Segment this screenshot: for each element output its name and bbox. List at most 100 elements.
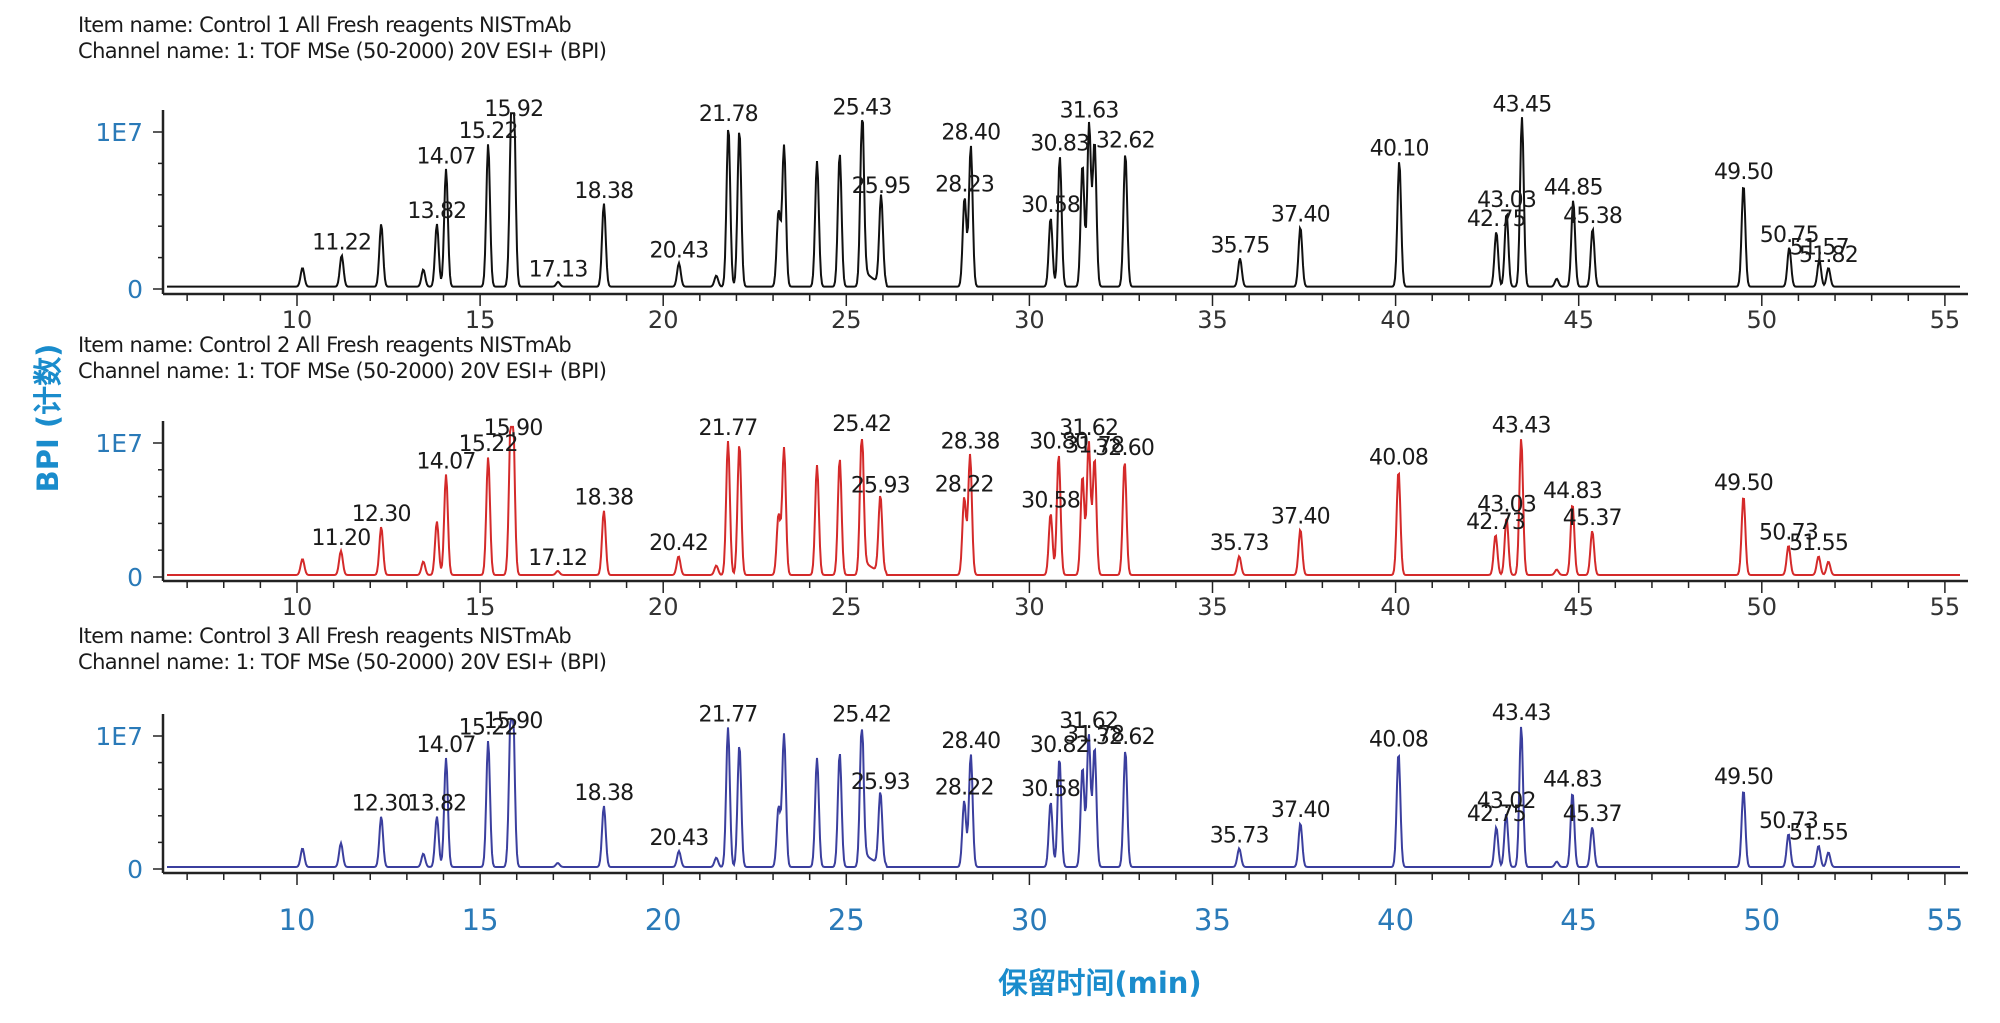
peak-label: 17.12 bbox=[528, 546, 587, 571]
peak-label: 31.62 bbox=[1059, 709, 1118, 734]
x-tick-label: 35 bbox=[1197, 593, 1228, 621]
peak-label: 44.83 bbox=[1543, 768, 1602, 793]
x-tick-label: 50 bbox=[1743, 903, 1780, 937]
peak-label: 43.43 bbox=[1492, 413, 1551, 438]
x-tick-label: 40 bbox=[1380, 593, 1411, 621]
peak-label: 45.38 bbox=[1563, 204, 1622, 229]
x-tick-label: 55 bbox=[1930, 306, 1961, 334]
peak-label: 31.78 bbox=[1065, 722, 1124, 747]
peak-label: 40.08 bbox=[1369, 445, 1428, 470]
peak-label: 49.50 bbox=[1714, 160, 1773, 185]
peak-label: 43.45 bbox=[1492, 92, 1551, 117]
peak-label: 51.82 bbox=[1799, 243, 1858, 268]
x-tick-label: 20 bbox=[645, 903, 682, 937]
x-tick-label: 50 bbox=[1747, 306, 1778, 334]
x-tick-label: 15 bbox=[465, 593, 496, 621]
peak-label: 11.20 bbox=[311, 526, 370, 551]
peak-label: 28.22 bbox=[935, 472, 994, 497]
peak-label: 25.43 bbox=[833, 96, 892, 121]
peak-label: 30.83 bbox=[1030, 132, 1089, 157]
peak-label: 49.50 bbox=[1714, 765, 1773, 790]
y-tick-label: 1E7 bbox=[95, 429, 143, 458]
peak-label: 28.40 bbox=[941, 729, 1000, 754]
peak-label: 11.22 bbox=[312, 231, 371, 256]
peak-label: 35.73 bbox=[1210, 823, 1269, 848]
panel-item-name: Item name: Control 2 All Fresh reagents … bbox=[78, 333, 571, 357]
x-tick-label: 30 bbox=[1014, 593, 1045, 621]
peak-label: 40.08 bbox=[1369, 728, 1428, 753]
peak-label: 18.38 bbox=[574, 486, 633, 511]
peak-label: 37.40 bbox=[1271, 504, 1330, 529]
y-tick-label: 0 bbox=[127, 855, 143, 884]
peak-label: 31.63 bbox=[1060, 99, 1119, 124]
panel-item-name: Item name: Control 1 All Fresh reagents … bbox=[78, 13, 571, 37]
peak-label: 20.43 bbox=[649, 826, 708, 851]
peak-label: 15.22 bbox=[459, 119, 518, 144]
peak-label: 50.73 bbox=[1759, 809, 1818, 834]
panel-channel-name: Channel name: 1: TOF MSe (50-2000) 20V E… bbox=[78, 650, 606, 674]
y-tick-label: 0 bbox=[127, 563, 143, 592]
x-tick-label: 25 bbox=[831, 593, 862, 621]
peak-label: 51.57 bbox=[1790, 235, 1849, 260]
peak-label: 44.85 bbox=[1544, 176, 1603, 201]
peak-label: 44.83 bbox=[1543, 479, 1602, 504]
x-tick-label: 20 bbox=[648, 593, 679, 621]
peak-label: 32.60 bbox=[1095, 436, 1154, 461]
chromatogram-trace bbox=[167, 112, 1960, 288]
panel-item-name: Item name: Control 3 All Fresh reagents … bbox=[78, 624, 571, 648]
x-tick-label: 15 bbox=[465, 306, 496, 334]
peak-label: 43.43 bbox=[1492, 701, 1551, 726]
chromatogram-trace bbox=[167, 719, 1960, 868]
peak-label: 30.58 bbox=[1021, 777, 1080, 802]
x-tick-label: 10 bbox=[282, 306, 313, 334]
peak-label: 25.93 bbox=[851, 770, 910, 795]
x-tick-label: 25 bbox=[828, 903, 865, 937]
panel-channel-name: Channel name: 1: TOF MSe (50-2000) 20V E… bbox=[78, 359, 606, 383]
peak-label: 37.40 bbox=[1271, 202, 1330, 227]
x-tick-label: 20 bbox=[648, 306, 679, 334]
peak-label: 15.22 bbox=[459, 716, 518, 741]
peak-label: 15.90 bbox=[484, 416, 543, 441]
x-tick-label: 55 bbox=[1926, 903, 1963, 937]
peak-label: 14.07 bbox=[417, 450, 476, 475]
x-tick-label: 10 bbox=[282, 593, 313, 621]
peak-label: 14.07 bbox=[417, 733, 476, 758]
peak-label: 12.30 bbox=[352, 502, 411, 527]
peak-label: 21.77 bbox=[699, 702, 758, 727]
peak-label: 15.22 bbox=[459, 432, 518, 457]
peak-label: 43.03 bbox=[1477, 188, 1536, 213]
peak-label: 18.38 bbox=[574, 179, 633, 204]
peak-label: 42.75 bbox=[1467, 207, 1526, 232]
peak-label: 51.55 bbox=[1789, 821, 1848, 846]
peak-label: 32.62 bbox=[1096, 129, 1155, 154]
x-tick-label: 35 bbox=[1197, 306, 1228, 334]
x-tick-label: 45 bbox=[1563, 593, 1594, 621]
peak-label: 17.13 bbox=[529, 257, 588, 282]
peak-label: 43.03 bbox=[1477, 492, 1536, 517]
x-axis-title: 保留时间(min) bbox=[997, 966, 1201, 1000]
x-tick-label: 30 bbox=[1014, 306, 1045, 334]
peak-label: 31.78 bbox=[1065, 433, 1124, 458]
y-tick-label: 1E7 bbox=[95, 722, 143, 751]
y-axis-title: BPI (计数) bbox=[31, 344, 65, 493]
peak-label: 30.80 bbox=[1029, 429, 1088, 454]
peak-label: 25.93 bbox=[851, 474, 910, 499]
peak-label: 20.42 bbox=[649, 531, 708, 556]
peak-label: 43.02 bbox=[1477, 789, 1536, 814]
peak-label: 18.38 bbox=[574, 781, 633, 806]
panel-channel-name: Channel name: 1: TOF MSe (50-2000) 20V E… bbox=[78, 39, 606, 63]
peak-label: 45.37 bbox=[1563, 506, 1622, 531]
peak-label: 21.78 bbox=[699, 102, 758, 127]
peak-label: 28.22 bbox=[935, 776, 994, 801]
x-tick-label: 50 bbox=[1747, 593, 1778, 621]
x-tick-label: 25 bbox=[831, 306, 862, 334]
peak-label: 35.73 bbox=[1210, 531, 1269, 556]
peak-label: 20.43 bbox=[649, 238, 708, 263]
peak-label: 42.73 bbox=[1466, 510, 1525, 535]
peak-label: 30.82 bbox=[1030, 733, 1089, 758]
x-tick-label: 15 bbox=[462, 903, 499, 937]
peak-label: 28.23 bbox=[935, 173, 994, 198]
y-tick-label: 0 bbox=[127, 275, 143, 304]
peak-label: 32.62 bbox=[1096, 725, 1155, 750]
peak-label: 15.92 bbox=[484, 97, 543, 122]
